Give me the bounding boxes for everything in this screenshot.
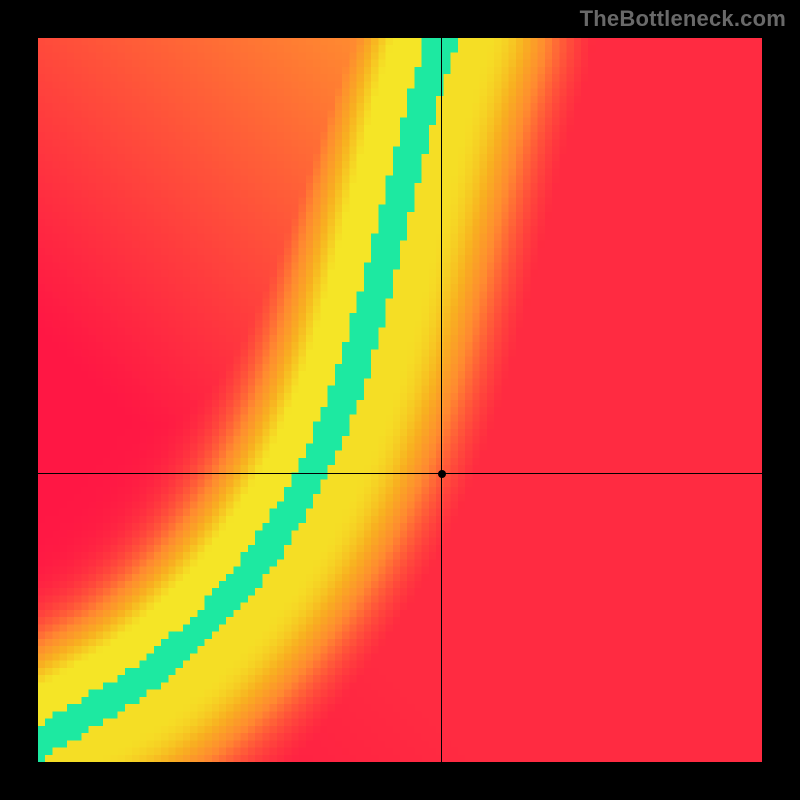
crosshair-dot	[438, 470, 446, 478]
crosshair-horizontal	[38, 473, 762, 474]
watermark-text: TheBottleneck.com	[580, 6, 786, 32]
heatmap-canvas	[38, 38, 762, 762]
chart-container: TheBottleneck.com	[0, 0, 800, 800]
heatmap-plot	[38, 38, 762, 762]
crosshair-vertical	[441, 38, 442, 762]
